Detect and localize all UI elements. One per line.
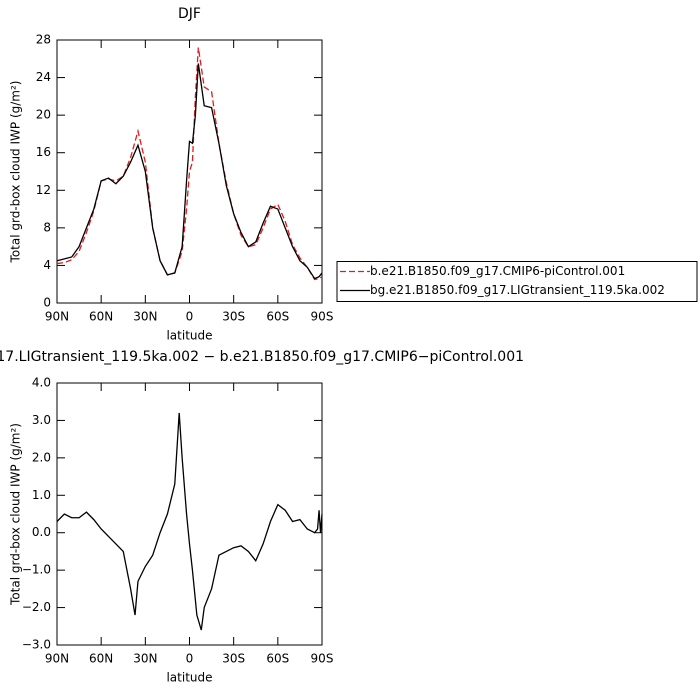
x-tick-label: 90N	[45, 310, 69, 324]
y-tick-label: 8	[43, 220, 51, 234]
plot-frame	[56, 39, 323, 304]
x-tick-label: 30N	[133, 310, 157, 324]
plot-frame	[56, 382, 323, 646]
y-tick-label: 28	[36, 33, 51, 47]
y-tick-label: −1.0	[22, 563, 51, 577]
x-axis-label: latitude	[166, 671, 212, 685]
legend-label: b.e21.B1850.f09_g17.CMIP6-piControl.001	[370, 264, 625, 278]
x-tick-label: 0	[186, 310, 194, 324]
y-tick-label: 24	[36, 70, 51, 84]
y-tick-label: 4	[43, 258, 51, 272]
x-tick-label: 30S	[222, 652, 245, 666]
y-tick-label: 1.0	[32, 488, 51, 502]
x-axis-label: latitude	[166, 329, 212, 343]
y-tick-label: 0.0	[32, 525, 51, 539]
y-axis-label: Total grd-box cloud IWP (g/m²)	[9, 81, 23, 264]
y-tick-label: 0	[43, 296, 51, 310]
x-tick-label: 60S	[266, 310, 289, 324]
legend-label: bg.e21.B1850.f09_g17.LIGtransient_119.5k…	[370, 283, 665, 297]
y-axis-label: Total grd-box cloud IWP (g/m²)	[9, 423, 23, 606]
y-tick-label: −2.0	[22, 600, 51, 614]
x-tick-label: 30N	[133, 652, 157, 666]
x-tick-label: 0	[186, 652, 194, 666]
data-line	[56, 47, 323, 281]
y-tick-label: 3.0	[32, 413, 51, 427]
chart-title: bg.e21.B1850.f09_g17.LIGtransient_119.5k…	[0, 349, 524, 365]
y-tick-label: 20	[36, 108, 51, 122]
y-tick-label: 4.0	[32, 376, 51, 390]
x-tick-label: 60S	[266, 652, 289, 666]
data-line	[56, 412, 323, 631]
x-tick-label: 30S	[222, 310, 245, 324]
x-tick-label: 60N	[89, 652, 113, 666]
x-tick-label: 90N	[45, 652, 69, 666]
x-tick-label: 90S	[311, 652, 334, 666]
data-line	[56, 63, 323, 280]
y-tick-label: 2.0	[32, 450, 51, 464]
y-tick-label: 12	[36, 183, 51, 197]
x-tick-label: 60N	[89, 310, 113, 324]
chart-title: DJF	[178, 6, 201, 22]
x-tick-label: 90S	[311, 310, 334, 324]
y-tick-label: −3.0	[22, 638, 51, 652]
legend-box	[336, 261, 698, 302]
y-tick-label: 16	[36, 145, 51, 159]
